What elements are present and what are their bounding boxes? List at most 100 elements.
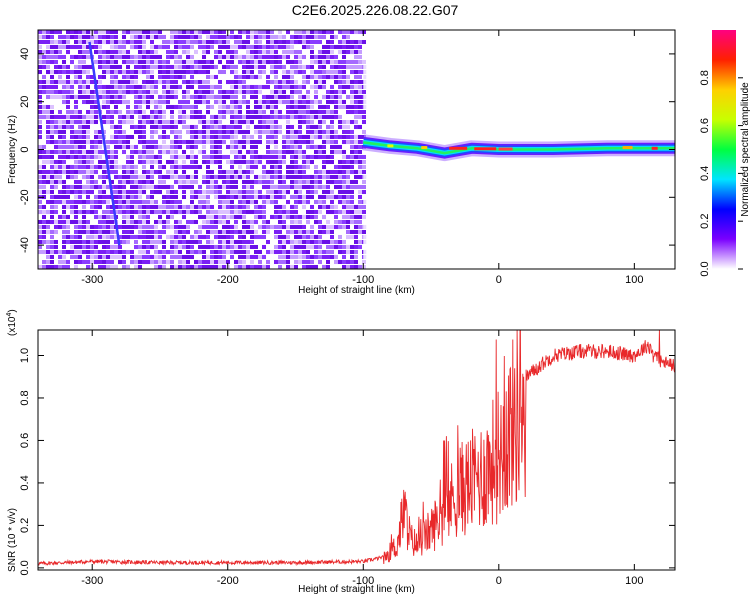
noise-cell [282, 175, 286, 179]
noise-cell [74, 80, 78, 84]
noise-cell [158, 105, 162, 109]
noise-cell [278, 160, 282, 164]
noise-cell [50, 110, 54, 114]
noise-cell [146, 230, 150, 234]
noise-cell [126, 105, 130, 109]
noise-cell [110, 60, 114, 64]
noise-cell [290, 160, 294, 164]
noise-cell [302, 35, 306, 39]
noise-cell [118, 125, 122, 129]
noise-cell [322, 215, 326, 219]
noise-cell [150, 70, 154, 74]
noise-cell [86, 30, 90, 34]
noise-cell [122, 240, 126, 244]
noise-cell [238, 140, 242, 144]
noise-cell [222, 215, 226, 219]
noise-cell [254, 60, 258, 64]
noise-cell [78, 220, 82, 224]
noise-cell [242, 260, 246, 264]
noise-cell [342, 160, 346, 164]
noise-cell [298, 60, 302, 64]
noise-cell [246, 115, 250, 119]
noise-cell [62, 205, 66, 209]
noise-cell [178, 220, 182, 224]
noise-cell [254, 85, 258, 89]
noise-cell [266, 175, 270, 179]
noise-cell [354, 205, 358, 209]
noise-cell [54, 65, 58, 69]
noise-cell [278, 65, 282, 69]
noise-cell [334, 255, 338, 259]
noise-cell [186, 130, 190, 134]
noise-cell [186, 245, 190, 249]
noise-cell [210, 60, 214, 64]
noise-cell [218, 200, 222, 204]
noise-cell [174, 35, 178, 39]
noise-cell [222, 185, 226, 189]
noise-cell [234, 265, 238, 269]
noise-cell [286, 240, 290, 244]
noise-cell [162, 225, 166, 229]
noise-cell [58, 155, 62, 159]
noise-cell [254, 145, 258, 149]
noise-cell [138, 230, 142, 234]
noise-cell [318, 65, 322, 69]
noise-cell [162, 120, 166, 124]
noise-cell [194, 145, 198, 149]
noise-cell [330, 255, 334, 259]
noise-cell [90, 210, 94, 214]
noise-cell [102, 230, 106, 234]
noise-cell [170, 95, 174, 99]
noise-cell [310, 35, 314, 39]
noise-cell [122, 55, 126, 59]
noise-cell [138, 215, 142, 219]
noise-cell [174, 40, 178, 44]
noise-cell [42, 60, 46, 64]
noise-cell [246, 75, 250, 79]
noise-cell [210, 190, 214, 194]
noise-cell [90, 170, 94, 174]
noise-cell [330, 85, 334, 89]
noise-cell [290, 35, 294, 39]
noise-cell [314, 210, 318, 214]
noise-cell [286, 130, 290, 134]
noise-cell [86, 95, 90, 99]
noise-cell [170, 50, 174, 54]
noise-cell [130, 115, 134, 119]
noise-cell [226, 40, 230, 44]
noise-cell [38, 115, 42, 119]
noise-cell [66, 90, 70, 94]
noise-cell [122, 230, 126, 234]
noise-cell [350, 120, 354, 124]
x-tick-label: 0 [496, 575, 502, 587]
noise-cell [110, 55, 114, 59]
noise-cell [154, 55, 158, 59]
noise-cell [214, 225, 218, 229]
noise-cell [62, 265, 66, 269]
noise-cell [42, 210, 46, 214]
noise-cell [86, 240, 90, 244]
noise-cell [38, 95, 42, 99]
noise-cell [158, 210, 162, 214]
noise-cell [318, 85, 322, 89]
noise-cell [294, 145, 298, 149]
noise-cell [174, 90, 178, 94]
noise-cell [170, 125, 174, 129]
noise-cell [310, 55, 314, 59]
noise-cell [138, 50, 142, 54]
noise-cell [38, 165, 42, 169]
noise-cell [270, 135, 274, 139]
noise-cell [54, 45, 58, 49]
noise-cell [354, 105, 358, 109]
noise-cell [150, 150, 154, 154]
noise-cell [74, 75, 78, 79]
noise-cell [206, 175, 210, 179]
noise-cell [290, 165, 294, 169]
noise-cell [250, 120, 254, 124]
noise-cell [350, 145, 354, 149]
noise-cell [302, 155, 306, 159]
noise-cell [234, 35, 238, 39]
noise-cell [230, 135, 234, 139]
noise-cell [178, 40, 182, 44]
noise-cell [218, 175, 222, 179]
